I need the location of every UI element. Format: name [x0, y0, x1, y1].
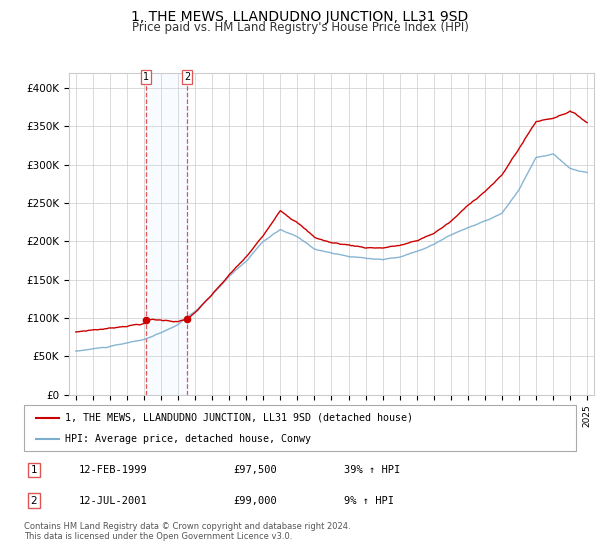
Text: 1, THE MEWS, LLANDUDNO JUNCTION, LL31 9SD (detached house): 1, THE MEWS, LLANDUDNO JUNCTION, LL31 9S…: [65, 413, 413, 423]
Text: 1: 1: [31, 465, 37, 475]
Bar: [146, 73, 187, 395]
Text: 9% ↑ HPI: 9% ↑ HPI: [344, 496, 394, 506]
Text: Contains HM Land Registry data © Crown copyright and database right 2024.
This d: Contains HM Land Registry data © Crown c…: [24, 522, 350, 542]
Text: Price paid vs. HM Land Registry's House Price Index (HPI): Price paid vs. HM Land Registry's House …: [131, 21, 469, 34]
Text: 12-FEB-1999: 12-FEB-1999: [79, 465, 148, 475]
Text: £97,500: £97,500: [234, 465, 278, 475]
Text: 2: 2: [31, 496, 37, 506]
Text: 39% ↑ HPI: 39% ↑ HPI: [344, 465, 400, 475]
Text: HPI: Average price, detached house, Conwy: HPI: Average price, detached house, Conw…: [65, 435, 311, 444]
Text: £99,000: £99,000: [234, 496, 278, 506]
Text: 1, THE MEWS, LLANDUDNO JUNCTION, LL31 9SD: 1, THE MEWS, LLANDUDNO JUNCTION, LL31 9S…: [131, 10, 469, 24]
Text: 2: 2: [184, 72, 190, 82]
Text: 12-JUL-2001: 12-JUL-2001: [79, 496, 148, 506]
Text: 1: 1: [143, 72, 149, 82]
FancyBboxPatch shape: [24, 405, 576, 451]
